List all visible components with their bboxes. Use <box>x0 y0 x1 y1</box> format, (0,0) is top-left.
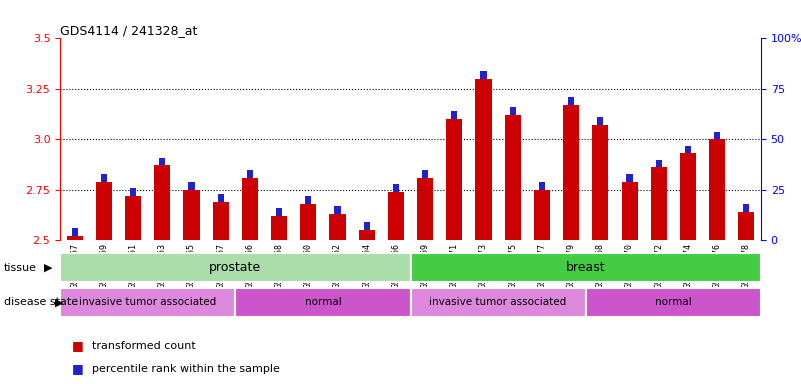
Text: transformed count: transformed count <box>92 341 196 351</box>
Bar <box>534 190 550 240</box>
Text: GDS4114 / 241328_at: GDS4114 / 241328_at <box>60 24 198 37</box>
Bar <box>714 132 720 139</box>
Bar <box>247 170 253 177</box>
Bar <box>539 182 545 190</box>
Bar <box>271 216 287 240</box>
Bar <box>305 196 312 204</box>
Text: normal: normal <box>304 297 341 308</box>
Bar <box>71 228 78 236</box>
Bar <box>130 188 136 195</box>
Bar <box>159 158 165 166</box>
Bar <box>446 119 462 240</box>
Text: disease state: disease state <box>4 297 78 307</box>
Bar <box>212 202 229 240</box>
Text: invasive tumor associated: invasive tumor associated <box>79 297 216 308</box>
Bar <box>481 71 486 79</box>
Bar <box>622 182 638 240</box>
Bar <box>739 212 755 240</box>
Bar <box>101 174 107 182</box>
Text: invasive tumor associated: invasive tumor associated <box>429 297 567 308</box>
Bar <box>509 108 516 115</box>
Bar <box>155 166 171 240</box>
Bar <box>300 204 316 240</box>
Text: percentile rank within the sample: percentile rank within the sample <box>92 364 280 374</box>
Bar <box>329 214 345 240</box>
Text: ■: ■ <box>72 339 84 352</box>
Bar <box>60 288 235 317</box>
Bar <box>586 288 761 317</box>
Bar <box>388 192 404 240</box>
Bar <box>364 222 370 230</box>
Text: ▶: ▶ <box>44 263 53 273</box>
Bar <box>242 177 258 240</box>
Bar <box>417 177 433 240</box>
Bar <box>650 167 666 240</box>
Bar <box>359 230 375 240</box>
Text: prostate: prostate <box>209 262 261 274</box>
Bar <box>709 139 725 240</box>
Bar <box>235 288 410 317</box>
Bar <box>563 105 579 240</box>
Bar <box>656 160 662 167</box>
Bar <box>410 288 586 317</box>
Text: breast: breast <box>566 262 606 274</box>
Bar <box>66 236 83 240</box>
Bar <box>626 174 633 182</box>
Bar <box>96 182 112 240</box>
Bar <box>680 153 696 240</box>
Bar <box>422 170 429 177</box>
Bar <box>276 208 282 216</box>
Bar <box>335 206 340 214</box>
Bar <box>392 184 399 192</box>
Text: ▶: ▶ <box>55 297 64 307</box>
Bar <box>685 146 691 153</box>
Text: ■: ■ <box>72 362 84 375</box>
Bar <box>505 115 521 240</box>
Text: normal: normal <box>655 297 692 308</box>
Bar <box>218 194 223 202</box>
Bar <box>476 79 492 240</box>
Bar <box>410 253 761 282</box>
Bar <box>60 253 410 282</box>
Bar <box>125 195 141 240</box>
Text: tissue: tissue <box>4 263 37 273</box>
Bar <box>183 190 199 240</box>
Bar <box>592 125 609 240</box>
Bar <box>568 97 574 105</box>
Bar <box>451 111 457 119</box>
Bar <box>598 118 603 125</box>
Bar <box>743 204 750 212</box>
Bar <box>188 182 195 190</box>
